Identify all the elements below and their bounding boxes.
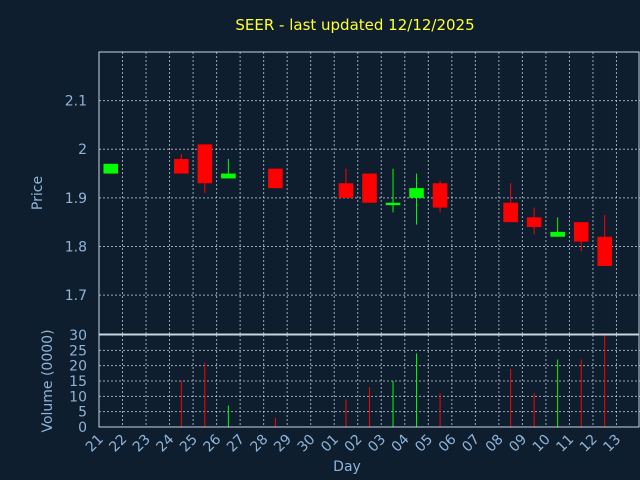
x-tick-label: 08 <box>483 432 507 456</box>
volume-plot-frame <box>98 334 640 428</box>
x-tick-labels: 21 22 23 24 25 26 27 28 29 30 01 02 03 04 05 06 07 08 09 10… <box>83 431 624 455</box>
x-tick-label: 23 <box>130 432 154 456</box>
volume-tick-label: 30 <box>69 328 87 344</box>
candle-body <box>597 236 613 266</box>
x-tick-label: 01 <box>318 432 342 456</box>
candle-body <box>385 202 401 206</box>
candle-body <box>338 183 354 198</box>
x-tick-label: 28 <box>248 432 272 456</box>
day-axis-label: Day <box>333 459 361 475</box>
candle-body <box>197 144 213 184</box>
price-tick-label: 1.8 <box>65 239 87 255</box>
price-plot-frame <box>98 51 640 335</box>
x-tick-label: 25 <box>177 432 201 456</box>
volume-tick-label: 20 <box>69 359 87 375</box>
candle-body <box>268 168 283 189</box>
volume-axis-label: Volume (0000) <box>40 329 56 432</box>
x-tick-label: 30 <box>295 432 319 456</box>
candle-body <box>103 163 119 174</box>
x-tick-label: 12 <box>577 432 601 456</box>
volume-tick-label: 5 <box>78 405 87 421</box>
candle-body <box>221 173 236 179</box>
candle-body <box>550 231 565 237</box>
price-tick-label: 1.9 <box>65 191 87 207</box>
x-tick-label: 03 <box>365 432 389 456</box>
volume-tick-label: 25 <box>69 343 87 359</box>
x-tick-label: 27 <box>224 432 248 456</box>
x-tick-label: 29 <box>271 432 295 456</box>
candle-body <box>362 173 377 203</box>
candle-body <box>432 183 448 208</box>
x-tick-label: 02 <box>342 432 366 456</box>
price-tick-label: 2 <box>78 142 87 158</box>
volume-tick-label: 15 <box>69 374 87 390</box>
x-tick-label: 22 <box>106 432 130 456</box>
volume-tick-label: 0 <box>78 420 87 436</box>
x-tick-label: 09 <box>506 432 530 456</box>
volume-tick-label: 10 <box>69 389 87 405</box>
x-tick-label: 24 <box>153 431 177 455</box>
x-tick-label: 06 <box>436 431 460 455</box>
x-tick-label: 11 <box>553 432 577 456</box>
candle-body <box>573 222 589 242</box>
x-tick-label: 07 <box>459 432 483 456</box>
price-axis-label: Price <box>30 176 46 210</box>
x-tick-label: 26 <box>201 431 225 455</box>
candle-body <box>503 202 518 223</box>
chart-title: SEER - last updated 12/12/2025 <box>235 16 474 34</box>
candle-body <box>409 188 424 198</box>
x-tick-label: 05 <box>412 432 436 456</box>
price-panel: 2.1 2 1.9 1.8 1.7 <box>65 51 640 335</box>
x-tick-label: 10 <box>530 432 554 456</box>
x-tick-label: 04 <box>389 431 413 455</box>
x-tick-label: 13 <box>600 432 624 456</box>
price-tick-label: 2.1 <box>65 94 87 110</box>
candle-body <box>526 217 542 228</box>
price-tick-label: 1.7 <box>65 288 87 304</box>
candle-body <box>174 158 189 174</box>
